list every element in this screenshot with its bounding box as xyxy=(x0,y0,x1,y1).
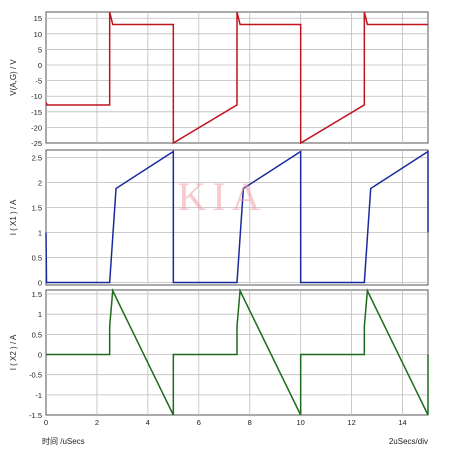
y-tick-label: -15 xyxy=(31,108,42,117)
panel-2: 2.5 2 1.5 1 0.5 0 I ( X1 ) / A xyxy=(9,149,429,288)
x-tick-label: 10 xyxy=(296,418,304,427)
y-tick-label: 0.5 xyxy=(32,330,42,339)
y-axis-label: I ( X2 ) / A xyxy=(9,334,18,370)
y-axis-label: V(A,G) / V xyxy=(9,59,18,96)
y-tick-label: -10 xyxy=(31,92,42,101)
x-tick-label: 6 xyxy=(197,418,201,427)
time-scale-label: 2uSecs/div xyxy=(389,437,428,446)
y-tick-label: 1 xyxy=(38,310,42,319)
y-tick-label: -1 xyxy=(35,391,42,400)
x-tick-label: 8 xyxy=(248,418,252,427)
y-tick-label: -1.5 xyxy=(29,411,42,420)
y-tick-label: 2 xyxy=(38,179,42,188)
watermark-text: KIA xyxy=(177,174,266,219)
panel-3: 1.510.50-0.5-1-1.50 2 4 6 8 10 12 14I ( X2 ) / … xyxy=(9,288,429,427)
y-tick-label: 0.5 xyxy=(32,254,42,263)
y-tick-label: 2.5 xyxy=(32,154,42,163)
y-tick-label: -5 xyxy=(35,77,42,86)
waveform-line xyxy=(45,11,428,145)
x-tick-label: 4 xyxy=(146,418,150,427)
y-tick-label: 0 xyxy=(38,351,42,360)
y-tick-label: 0 xyxy=(38,279,42,288)
waveform-line xyxy=(46,288,429,416)
y-tick-label: 15 xyxy=(34,14,42,23)
y-tick-label: 1 xyxy=(38,229,42,238)
y-tick-label: 10 xyxy=(34,30,42,39)
x-tick-label: 2 xyxy=(95,418,99,427)
x-axis-label: 时间 /uSecs xyxy=(42,436,85,446)
x-tick-label: 14 xyxy=(398,418,406,427)
x-tick-label: 0 xyxy=(44,418,48,427)
waveform-line xyxy=(45,150,429,284)
y-tick-label: 1.5 xyxy=(32,204,42,213)
y-tick-label: 5 xyxy=(38,45,42,54)
y-tick-label: 0 xyxy=(38,61,42,70)
x-tick-label: 12 xyxy=(347,418,355,427)
y-tick-label: -25 xyxy=(31,139,42,148)
panel-1: 15 10 5 0 -5 -10 -15 -20 -25 V(A,G) / V xyxy=(9,11,429,148)
y-tick-label: 1.5 xyxy=(32,290,42,299)
panel-frame xyxy=(45,149,429,286)
y-tick-label: -0.5 xyxy=(29,371,42,380)
y-tick-label: -20 xyxy=(31,123,42,132)
y-axis-label: I ( X1 ) / A xyxy=(9,199,18,235)
